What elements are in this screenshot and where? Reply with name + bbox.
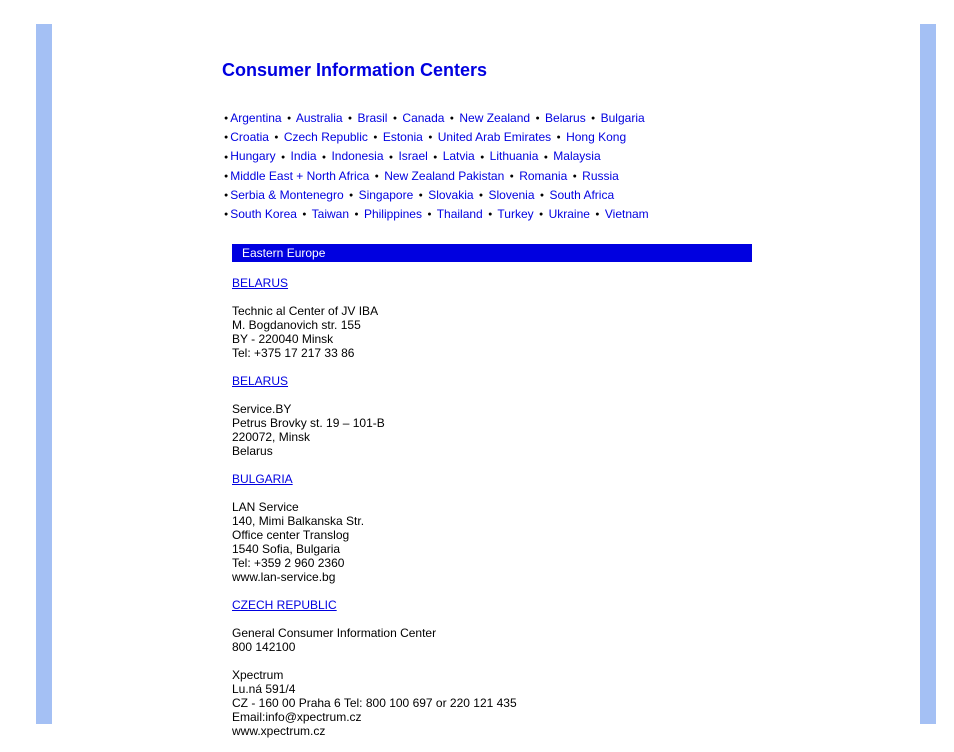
bullet-icon: ● [537, 211, 545, 218]
country-link[interactable]: Taiwan [312, 207, 349, 221]
bullet-icon: ● [347, 192, 355, 199]
center-entry-heading[interactable]: BELARUS [232, 374, 782, 388]
center-entry-heading[interactable]: CZECH REPUBLIC [232, 598, 782, 612]
country-link[interactable]: Singapore [359, 188, 414, 202]
country-link-row: ●Middle East + North Africa ● New Zealan… [222, 167, 782, 186]
country-link[interactable]: Canada [402, 111, 444, 125]
bullet-icon: ● [486, 211, 494, 218]
main-content: Consumer Information Centers ●Argentina … [222, 60, 782, 752]
country-link[interactable]: Hungary [230, 149, 275, 163]
bullet-icon: ● [448, 115, 456, 122]
country-link-row: ●Argentina ● Australia ● Brasil ● Canada… [222, 109, 782, 128]
bullet-icon: ● [272, 134, 280, 141]
page-title: Consumer Information Centers [222, 60, 782, 81]
center-entry: BELARUS Technic al Center of JV IBA M. Bo… [232, 276, 782, 360]
decorative-stripe-left [36, 24, 52, 724]
bullet-icon: ● [320, 154, 328, 161]
country-link[interactable]: New Zealand Pakistan [384, 169, 504, 183]
bullet-icon: ● [477, 192, 485, 199]
country-link[interactable]: United Arab Emirates [438, 130, 551, 144]
bullet-icon: ● [589, 115, 597, 122]
bullet-icon: ● [222, 154, 230, 161]
country-link[interactable]: Vietnam [605, 207, 649, 221]
center-entry: BELARUS Service.BY Petrus Brovky st. 19 –… [232, 374, 782, 458]
bullet-icon: ● [222, 192, 230, 199]
bullet-icon: ● [371, 134, 379, 141]
bullet-icon: ● [533, 115, 541, 122]
country-link-row: ●Serbia & Montenegro ● Singapore ● Slova… [222, 186, 782, 205]
country-link[interactable]: Bulgaria [601, 111, 645, 125]
country-link[interactable]: Slovenia [488, 188, 534, 202]
country-link[interactable]: Israel [398, 149, 427, 163]
decorative-stripe-right [920, 24, 936, 724]
bullet-icon: ● [279, 154, 287, 161]
bullet-icon: ● [417, 192, 425, 199]
country-link[interactable]: Croatia [230, 130, 269, 144]
country-link[interactable]: Indonesia [331, 149, 383, 163]
center-entries: BELARUS Technic al Center of JV IBA M. Bo… [222, 276, 782, 738]
country-link[interactable]: Estonia [383, 130, 423, 144]
country-link-list: ●Argentina ● Australia ● Brasil ● Canada… [222, 109, 782, 224]
country-link[interactable]: Turkey [497, 207, 533, 221]
bullet-icon: ● [431, 154, 439, 161]
center-entry-body: Technic al Center of JV IBA M. Bogdanovi… [232, 304, 782, 360]
bullet-icon: ● [222, 134, 230, 141]
bullet-icon: ● [542, 154, 550, 161]
country-link[interactable]: Belarus [545, 111, 586, 125]
country-link-row: ●South Korea ● Taiwan ● Philippines ● Th… [222, 205, 782, 224]
country-link[interactable]: Malaysia [553, 149, 600, 163]
country-link[interactable]: Hong Kong [566, 130, 626, 144]
bullet-icon: ● [478, 154, 486, 161]
center-entry-heading[interactable]: BULGARIA [232, 472, 782, 486]
country-link[interactable]: Brasil [357, 111, 387, 125]
bullet-icon: ● [222, 115, 230, 122]
country-link[interactable]: Ukraine [549, 207, 590, 221]
country-link[interactable]: Argentina [230, 111, 281, 125]
center-entry: CZECH REPUBLIC General Consumer Informati… [232, 598, 782, 738]
country-link[interactable]: India [291, 149, 317, 163]
bullet-icon: ● [352, 211, 360, 218]
country-link[interactable]: Slovakia [428, 188, 473, 202]
bullet-icon: ● [387, 154, 395, 161]
bullet-icon: ● [571, 173, 579, 180]
region-band-eastern-europe: Eastern Europe [232, 244, 752, 262]
center-entry: BULGARIA LAN Service 140, Mimi Balkanska … [232, 472, 782, 584]
country-link[interactable]: Lithuania [490, 149, 539, 163]
country-link[interactable]: Thailand [437, 207, 483, 221]
country-link[interactable]: Latvia [443, 149, 475, 163]
bullet-icon: ● [508, 173, 516, 180]
bullet-icon: ● [222, 211, 230, 218]
bullet-icon: ● [538, 192, 546, 199]
bullet-icon: ● [285, 115, 293, 122]
country-link[interactable]: Czech Republic [284, 130, 368, 144]
bullet-icon: ● [222, 173, 230, 180]
bullet-icon: ● [426, 134, 434, 141]
country-link[interactable]: New Zealand [459, 111, 530, 125]
bullet-icon: ● [555, 134, 563, 141]
center-entry-body: LAN Service 140, Mimi Balkanska Str. Off… [232, 500, 782, 584]
bullet-icon: ● [593, 211, 601, 218]
center-entry-body: Service.BY Petrus Brovky st. 19 – 101-B … [232, 402, 782, 458]
country-link-row: ●Croatia ● Czech Republic ● Estonia ● Un… [222, 128, 782, 147]
center-entry-heading[interactable]: BELARUS [232, 276, 782, 290]
country-link[interactable]: South Africa [549, 188, 614, 202]
bullet-icon: ● [300, 211, 308, 218]
country-link-row: ●Hungary ● India ● Indonesia ● Israel ● … [222, 147, 782, 166]
country-link[interactable]: Russia [582, 169, 619, 183]
bullet-icon: ● [391, 115, 399, 122]
country-link[interactable]: Australia [296, 111, 343, 125]
country-link[interactable]: Romania [519, 169, 567, 183]
bullet-icon: ● [373, 173, 381, 180]
country-link[interactable]: Middle East + North Africa [230, 169, 369, 183]
center-entry-body: General Consumer Information Center 800 … [232, 626, 782, 738]
country-link[interactable]: Philippines [364, 207, 422, 221]
country-link[interactable]: Serbia & Montenegro [230, 188, 343, 202]
bullet-icon: ● [425, 211, 433, 218]
country-link[interactable]: South Korea [230, 207, 297, 221]
bullet-icon: ● [346, 115, 354, 122]
